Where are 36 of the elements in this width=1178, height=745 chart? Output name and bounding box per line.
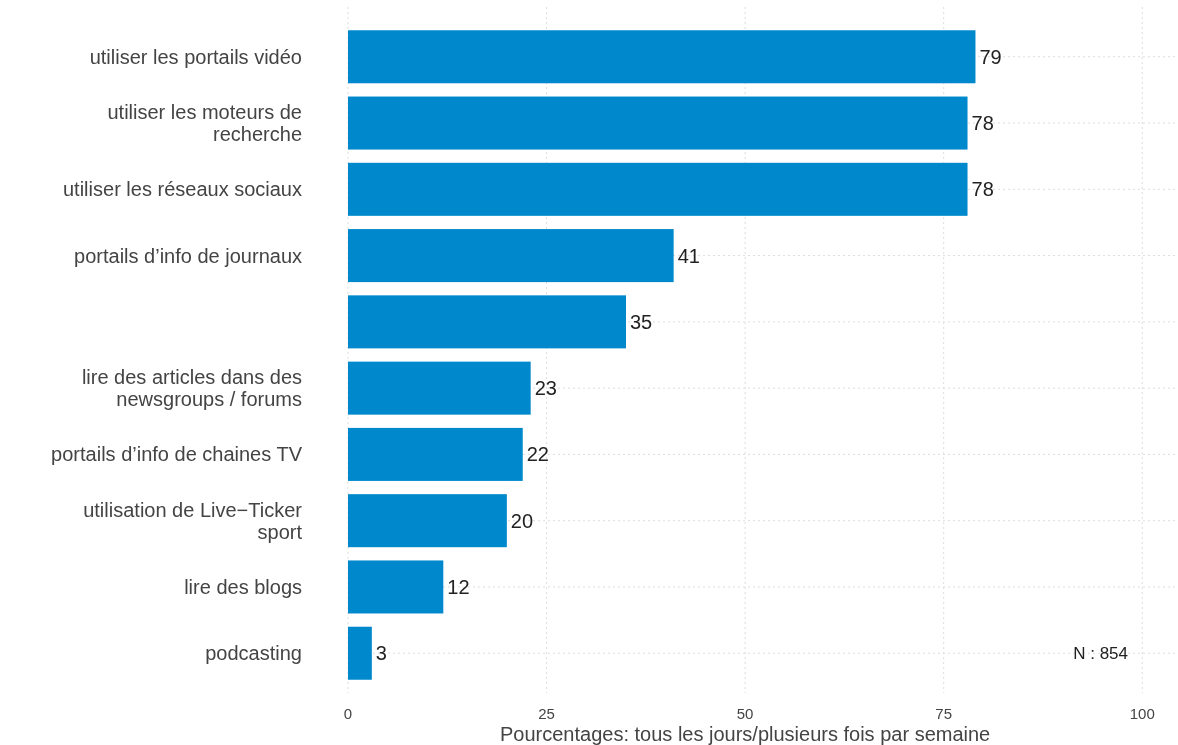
y-tick-label: utilisation de Live−Ticker sport	[83, 498, 303, 543]
data-label: 12	[447, 575, 470, 598]
bar	[348, 560, 444, 614]
y-tick-label: portails d’info de chaines TV	[51, 443, 303, 466]
data-label: 78	[971, 112, 994, 135]
data-label: 22	[526, 443, 549, 466]
data-label: 41	[677, 244, 700, 267]
x-axis-title: Pourcentages: tous les jours/plusieurs fois par semaine	[500, 723, 991, 745]
bar	[348, 626, 372, 680]
annotation: N : 854	[1073, 644, 1128, 664]
y-tick-label: podcasting	[205, 642, 302, 665]
data-label: 79	[979, 45, 1002, 68]
y-tick-label: lire des articles dans des newsgroups / forums	[81, 366, 302, 411]
bar	[348, 295, 626, 349]
data-label: 20	[510, 509, 534, 532]
x-tick-label: 50	[736, 705, 754, 722]
bar	[348, 96, 968, 150]
x-tick-label: 100	[1129, 705, 1155, 722]
x-tick-label: 25	[538, 705, 555, 722]
bar	[348, 229, 674, 283]
bar	[348, 427, 523, 481]
data-label: 35	[629, 310, 653, 333]
y-tick-label: lire des blogs	[184, 575, 302, 598]
bar	[348, 361, 531, 415]
data-label: 23	[534, 377, 557, 400]
data-label: 3	[375, 642, 387, 665]
bar	[348, 30, 976, 84]
y-tick-label: utiliser les réseaux sociaux	[63, 178, 302, 201]
x-tick-label: 75	[935, 705, 953, 722]
data-label: 78	[971, 178, 994, 201]
x-tick-label: 0	[343, 705, 353, 722]
y-tick-label: utiliser les moteurs de recherche	[107, 101, 302, 146]
y-tick-label: utiliser les portails vidéo	[89, 45, 302, 68]
y-tick-label: portails d’info de journaux	[74, 244, 302, 267]
bar	[348, 162, 968, 216]
bar	[348, 494, 507, 548]
